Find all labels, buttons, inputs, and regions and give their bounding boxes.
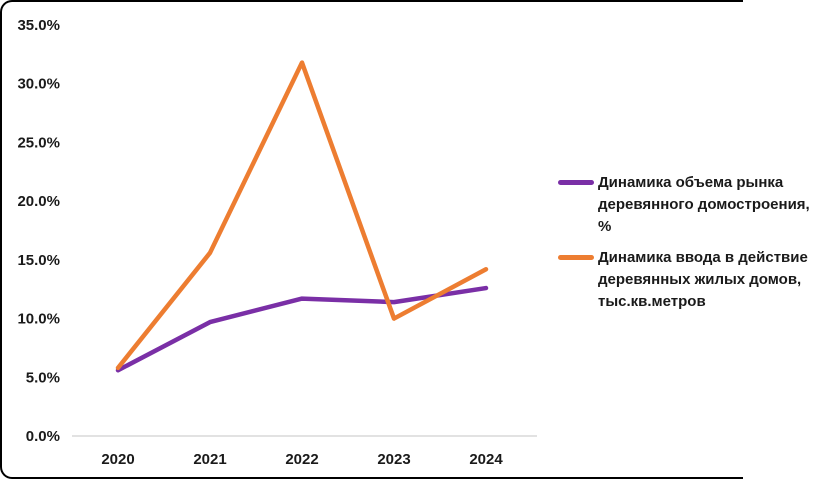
y-axis-tick-label: 20.0% — [17, 193, 60, 210]
x-axis-tick-label: 2021 — [193, 451, 226, 468]
x-axis-tick-label: 2024 — [469, 451, 503, 468]
legend-label-housing-commissioning: Динамика ввода в действие деревянных жил… — [598, 249, 808, 310]
y-axis-tick-label: 0.0% — [26, 428, 60, 445]
legend-swatch-orange-line — [558, 255, 594, 260]
legend-label-market-volume: Динамика объема рынка деревянного домост… — [598, 174, 810, 235]
legend-item-market-volume: Динамика объема рынка деревянного домост… — [558, 172, 820, 238]
legend-swatch-purple-line — [558, 180, 594, 185]
y-axis-tick-label: 30.0% — [17, 76, 60, 93]
y-axis-tick-label: 5.0% — [26, 369, 60, 386]
series-line-0 — [115, 285, 489, 373]
x-axis-tick-label: 2022 — [285, 451, 318, 468]
x-axis-tick-label: 2023 — [377, 451, 410, 468]
x-axis-tick-label: 2020 — [101, 451, 134, 468]
y-axis-tick-label: 25.0% — [17, 134, 60, 151]
legend-item-housing-commissioning: Динамика ввода в действие деревянных жил… — [558, 247, 820, 313]
y-axis-tick-label: 35.0% — [17, 17, 60, 34]
y-axis-tick-label: 10.0% — [17, 311, 60, 328]
series-line-1 — [115, 60, 489, 371]
chart-legend: Динамика объема рынка деревянного домост… — [558, 172, 820, 322]
y-axis-tick-label: 15.0% — [17, 252, 60, 269]
